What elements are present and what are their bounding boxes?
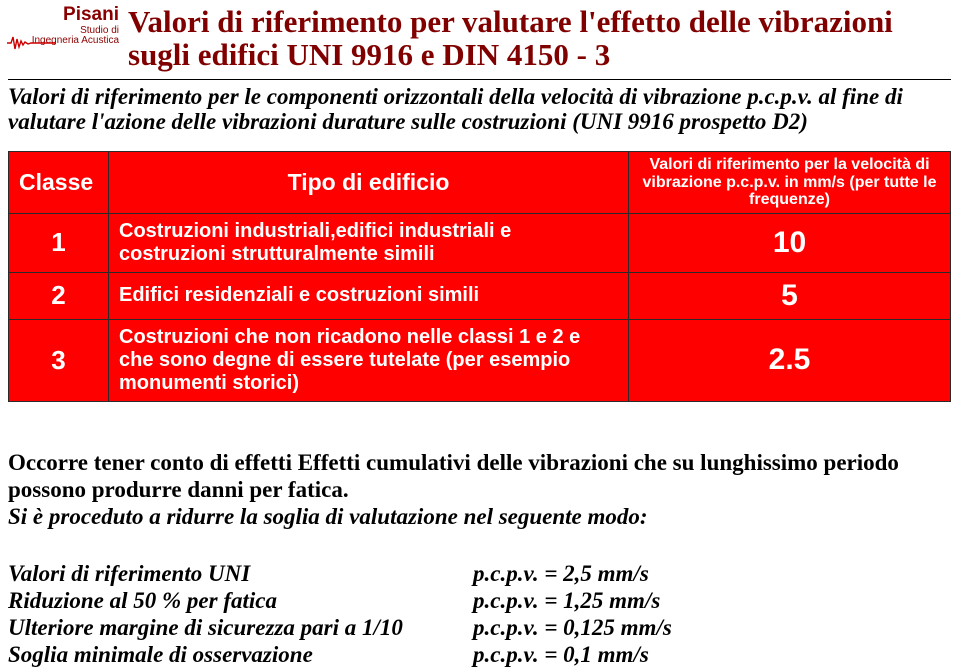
- table-header-row: Classe Tipo di edificio Valori di riferi…: [9, 152, 951, 214]
- threshold-label: Riduzione al 50 % per fatica: [8, 587, 473, 614]
- col-header-classe: Classe: [9, 152, 109, 214]
- col-header-tipo: Tipo di edificio: [109, 152, 629, 214]
- threshold-value: p.c.p.v. = 2,5 mm/s: [473, 560, 649, 587]
- threshold-row: Soglia minimale di osservazione p.c.p.v.…: [8, 641, 951, 668]
- threshold-label: Valori di riferimento UNI: [8, 560, 473, 587]
- cell-classe: 2: [9, 272, 109, 319]
- footer-p1: Occorre tener conto di effetti Effetti c…: [8, 449, 951, 503]
- table-row: 3 Costruzioni che non ricadono nelle cla…: [9, 319, 951, 401]
- threshold-label: Ulteriore margine di sicurezza pari a 1/…: [8, 614, 473, 641]
- threshold-value: p.c.p.v. = 0,1 mm/s: [473, 641, 649, 668]
- cell-value: 2.5: [629, 319, 951, 401]
- waveform-icon: [6, 34, 56, 52]
- threshold-value: p.c.p.v. = 1,25 mm/s: [473, 587, 660, 614]
- cell-tipo: Edifici residenziali e costruzioni simil…: [109, 272, 629, 319]
- reference-values-table: Classe Tipo di edificio Valori di riferi…: [8, 151, 951, 402]
- cell-classe: 3: [9, 319, 109, 401]
- footer-paragraphs: Occorre tener conto di effetti Effetti c…: [8, 449, 951, 530]
- cell-tipo: Costruzioni industriali,edifici industri…: [109, 213, 629, 272]
- footer-p2: Si è proceduto a ridurre la soglia di va…: [8, 503, 951, 530]
- threshold-value: p.c.p.v. = 0,125 mm/s: [473, 614, 672, 641]
- threshold-row: Valori di riferimento UNI p.c.p.v. = 2,5…: [8, 560, 951, 587]
- cell-value: 5: [629, 272, 951, 319]
- page-title: Valori di riferimento per valutare l'eff…: [128, 6, 928, 71]
- threshold-label: Soglia minimale di osservazione: [8, 641, 473, 668]
- threshold-row: Riduzione al 50 % per fatica p.c.p.v. = …: [8, 587, 951, 614]
- col-header-valori: Valori di riferimento per la velocità di…: [629, 152, 951, 214]
- divider: [8, 79, 951, 80]
- brand-name: Pisani: [4, 4, 119, 26]
- table-row: 1 Costruzioni industriali,edifici indust…: [9, 213, 951, 272]
- cell-value: 10: [629, 213, 951, 272]
- threshold-row: Ulteriore margine di sicurezza pari a 1/…: [8, 614, 951, 641]
- cell-tipo: Costruzioni che non ricadono nelle class…: [109, 319, 629, 401]
- table-row: 2 Edifici residenziali e costruzioni sim…: [9, 272, 951, 319]
- brand-logo: Pisani Studio di Ingegneria Acustica: [4, 4, 119, 46]
- intro-text: Valori di riferimento per le componenti …: [8, 84, 951, 135]
- cell-classe: 1: [9, 213, 109, 272]
- threshold-lines: Valori di riferimento UNI p.c.p.v. = 2,5…: [8, 560, 951, 669]
